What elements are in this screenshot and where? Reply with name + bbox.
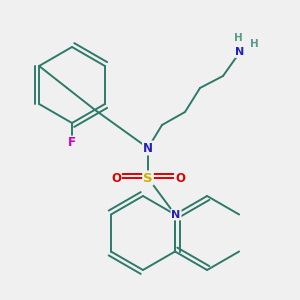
Text: N: N	[171, 209, 181, 220]
Text: O: O	[175, 172, 185, 184]
Text: F: F	[68, 136, 76, 149]
Text: N: N	[143, 142, 153, 154]
Text: S: S	[143, 172, 153, 184]
Text: N: N	[236, 47, 244, 57]
Text: H: H	[234, 33, 242, 43]
Text: H: H	[250, 39, 258, 49]
Text: O: O	[111, 172, 121, 184]
